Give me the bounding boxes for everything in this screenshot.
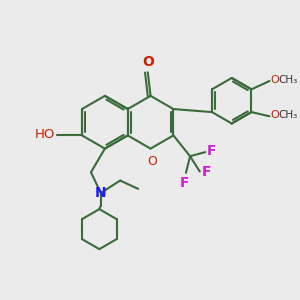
Text: F: F [207, 144, 217, 158]
Text: N: N [95, 186, 106, 200]
Text: O: O [147, 155, 157, 168]
Text: O: O [271, 110, 279, 120]
Text: HO: HO [34, 128, 55, 140]
Text: CH₃: CH₃ [278, 110, 298, 120]
Text: F: F [202, 164, 211, 178]
Text: CH₃: CH₃ [278, 75, 298, 85]
Text: O: O [271, 75, 279, 85]
Text: F: F [180, 176, 190, 190]
Text: O: O [142, 55, 154, 69]
